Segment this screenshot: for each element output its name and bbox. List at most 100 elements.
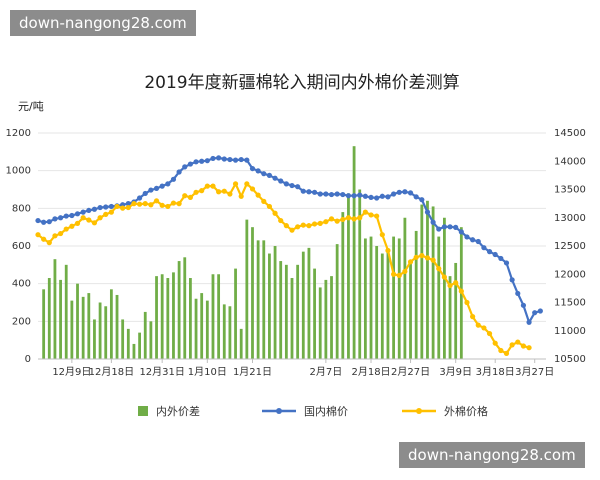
domestic-price-point: [159, 183, 165, 189]
spread-bar: [318, 287, 322, 359]
foreign-price-point: [221, 188, 227, 194]
y-right-tick-label: 14000: [554, 156, 586, 167]
domestic-price-point: [430, 219, 436, 225]
domestic-price-point: [396, 189, 402, 195]
spread-bar: [420, 204, 424, 359]
spread-bar: [358, 189, 362, 359]
spread-bar: [121, 319, 125, 359]
foreign-price-point: [35, 232, 41, 238]
domestic-price-point: [537, 308, 543, 314]
spread-bar: [222, 304, 226, 359]
spread-bar: [200, 293, 204, 359]
spread-bar: [403, 217, 407, 359]
spread-bar: [279, 261, 283, 359]
domestic-price-point: [103, 204, 109, 210]
x-tick-label: 3月27日: [515, 366, 554, 378]
domestic-price-point: [221, 156, 227, 162]
y-right-tick-label: 13500: [554, 185, 586, 196]
spread-bar: [245, 219, 249, 359]
spread-bar: [397, 238, 401, 359]
spread-bar: [341, 212, 345, 359]
domestic-price-point: [424, 209, 431, 215]
foreign-price-point: [153, 198, 160, 204]
spread-bar: [448, 276, 452, 359]
foreign-price-point: [402, 268, 408, 275]
domestic-price-point: [458, 229, 464, 235]
foreign-price-point: [170, 200, 177, 206]
domestic-price-point: [125, 201, 131, 207]
domestic-price-point: [137, 195, 143, 201]
domestic-price-point: [334, 191, 340, 197]
foreign-price-point: [176, 201, 182, 207]
foreign-price-point: [526, 345, 532, 351]
foreign-price-point: [311, 221, 318, 227]
foreign-price-point: [114, 203, 120, 210]
y-left-unit: 元/吨: [18, 100, 44, 113]
domestic-price-point: [345, 193, 352, 199]
foreign-price-point: [142, 201, 148, 207]
foreign-price-point: [486, 330, 493, 337]
domestic-price-point: [80, 209, 86, 215]
legend-label-foreign: 外棉价格: [444, 404, 488, 418]
spread-bar: [59, 279, 62, 359]
domestic-price-point: [57, 215, 64, 221]
domestic-price-point: [41, 219, 47, 225]
spread-bar: [160, 274, 164, 359]
spread-bar: [47, 278, 51, 359]
domestic-price-point: [255, 168, 261, 174]
spread-bar: [363, 238, 367, 359]
spread-bar: [454, 262, 458, 359]
spread-bar: [307, 247, 311, 359]
foreign-price-point: [385, 247, 391, 254]
domestic-price-point: [498, 255, 504, 262]
domestic-price-point: [323, 191, 329, 197]
spread-bar: [183, 257, 187, 359]
domestic-price-point: [261, 171, 267, 177]
y-left-tick-label: 1200: [6, 128, 31, 139]
domestic-price-point: [170, 176, 177, 182]
spread-bar: [335, 244, 339, 359]
domestic-price-point: [74, 211, 81, 217]
domestic-price-point: [515, 290, 521, 297]
spread-bar: [149, 321, 153, 359]
foreign-price-point: [120, 205, 126, 211]
domestic-price-point: [503, 260, 510, 266]
foreign-price-point: [137, 201, 143, 207]
spread-bar: [324, 279, 328, 359]
domestic-price-point: [295, 184, 301, 190]
legend-label-spread: 内外价差: [156, 404, 200, 418]
spread-bar: [138, 332, 141, 359]
foreign-price-point: [300, 222, 306, 228]
domestic-price-point: [142, 190, 148, 197]
foreign-price-point: [232, 181, 239, 187]
domestic-price-point: [402, 189, 408, 195]
foreign-price-point: [323, 219, 329, 225]
domestic-price-point: [509, 277, 515, 283]
foreign-price-point: [470, 314, 476, 320]
foreign-price-point: [379, 232, 385, 238]
y-right-tick-label: 12500: [554, 241, 586, 252]
spread-bar: [194, 298, 198, 359]
domestic-price-point: [148, 187, 154, 193]
foreign-price-point: [63, 226, 69, 232]
domestic-price-point: [46, 219, 52, 225]
foreign-price-point: [503, 350, 510, 356]
foreign-price-point: [374, 213, 380, 219]
domestic-price-point: [289, 182, 295, 189]
spread-bar: [126, 328, 130, 359]
domestic-price-point: [374, 195, 380, 201]
spread-bar: [443, 217, 446, 359]
y-left-tick-label: 200: [12, 316, 31, 327]
foreign-price-point: [295, 224, 301, 230]
x-tick-label: 2月18日: [351, 366, 390, 378]
domestic-price-point: [379, 193, 385, 199]
foreign-price-point: [357, 215, 363, 221]
foreign-price-point: [204, 183, 210, 189]
foreign-price-point: [199, 188, 205, 194]
price-lines: [35, 155, 543, 356]
spread-bar: [217, 274, 221, 359]
foreign-price-point: [317, 220, 323, 226]
watermark-bottom: down-nangong28.com: [399, 442, 585, 468]
foreign-price-point: [424, 255, 431, 261]
